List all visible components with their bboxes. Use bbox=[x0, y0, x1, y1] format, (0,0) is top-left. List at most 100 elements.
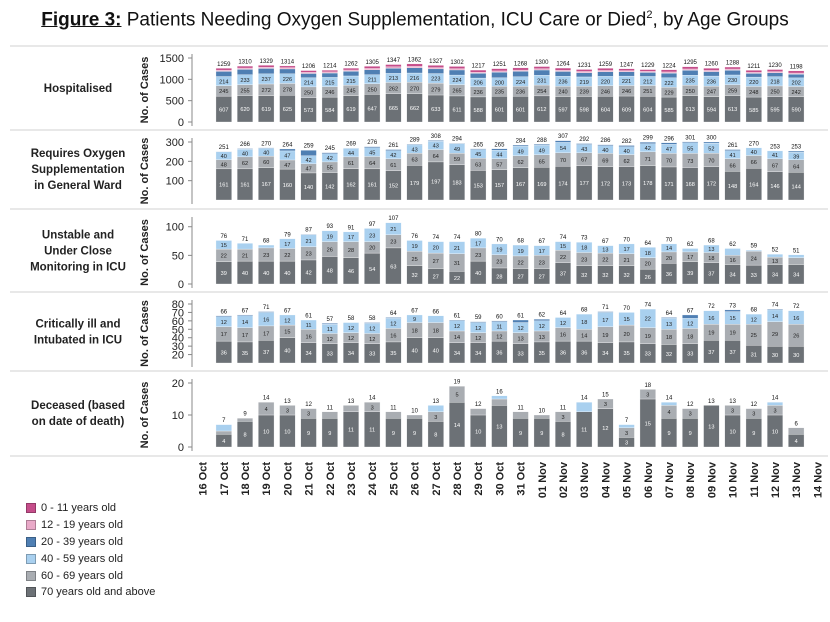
legend-swatch bbox=[26, 587, 36, 598]
bar-segment bbox=[661, 71, 677, 74]
segment-label: 167 bbox=[516, 182, 525, 188]
segment-label: 16 bbox=[305, 334, 311, 340]
row-label-line: Critically ill and bbox=[36, 319, 121, 331]
bar-segment bbox=[576, 143, 593, 145]
segment-label: 31 bbox=[454, 261, 460, 267]
segment-label: 19 bbox=[496, 248, 502, 254]
segment-label: 662 bbox=[410, 106, 419, 112]
bar-segment bbox=[406, 314, 423, 323]
y-axis-label: No. of Cases bbox=[139, 219, 151, 286]
total-label: 18 bbox=[644, 383, 651, 389]
bar-segment bbox=[215, 69, 232, 72]
segment-label: 246 bbox=[601, 89, 610, 95]
bar-segment bbox=[745, 72, 762, 74]
x-tick-label: 20 Oct bbox=[282, 462, 294, 496]
total-label: 265 bbox=[494, 142, 505, 148]
y-tick-label: 100 bbox=[166, 176, 184, 188]
bar-segment bbox=[703, 244, 720, 253]
segment-label: 5 bbox=[455, 393, 458, 399]
figure-title-suffix: , by Age Groups bbox=[652, 9, 789, 31]
segment-label: 9 bbox=[413, 431, 416, 437]
figure-label: Figure 3: bbox=[41, 9, 122, 31]
segment-label: 41 bbox=[729, 153, 735, 159]
segment-label: 10 bbox=[284, 429, 290, 435]
segment-label: 65 bbox=[539, 159, 545, 165]
segment-label: 248 bbox=[749, 90, 758, 96]
segment-label: 34 bbox=[772, 273, 778, 279]
segment-label: 26 bbox=[327, 247, 333, 253]
bar-segment bbox=[576, 71, 593, 73]
segment-label: 9 bbox=[540, 431, 543, 437]
x-tick-label: 27 Oct bbox=[431, 462, 443, 496]
segment-label: 222 bbox=[664, 81, 673, 87]
legend-item: 20 - 39 years old bbox=[26, 534, 155, 551]
x-tick-label: 22 Oct bbox=[325, 462, 337, 496]
segment-label: 36 bbox=[221, 350, 227, 356]
total-label: 19 bbox=[454, 380, 461, 386]
segment-label: 12 bbox=[454, 324, 460, 330]
segment-label: 34 bbox=[305, 351, 311, 357]
bar-segment bbox=[745, 313, 762, 325]
total-label: 264 bbox=[282, 142, 293, 148]
segment-label: 9 bbox=[519, 431, 522, 437]
segment-label: 23 bbox=[369, 233, 375, 239]
segment-label: 619 bbox=[262, 107, 271, 113]
bar-segment bbox=[321, 72, 338, 78]
segment-label: 597 bbox=[558, 108, 567, 114]
bar-segment bbox=[555, 317, 571, 328]
segment-label: 14 bbox=[772, 314, 778, 320]
total-label: 1362 bbox=[408, 57, 422, 63]
segment-label: 42 bbox=[645, 146, 651, 152]
row-label-line: Requires Oxygen bbox=[31, 148, 126, 160]
segment-label: 4 bbox=[667, 410, 670, 416]
bar-segment bbox=[300, 70, 317, 73]
segment-label: 22 bbox=[284, 253, 290, 259]
y-axis-label: No. of Cases bbox=[139, 382, 151, 449]
total-label: 251 bbox=[219, 145, 230, 151]
segment-label: 167 bbox=[262, 182, 271, 188]
total-label: 70 bbox=[623, 306, 630, 312]
segment-label: 169 bbox=[537, 182, 546, 188]
bar-segment bbox=[449, 143, 465, 144]
bar-segment bbox=[533, 245, 550, 256]
segment-label: 231 bbox=[537, 78, 546, 84]
row-label-line: Under Close bbox=[44, 246, 112, 258]
bar-segment bbox=[555, 67, 571, 71]
x-tick-label: 25 Oct bbox=[388, 462, 400, 496]
total-label: 62 bbox=[687, 242, 694, 248]
bar-segment bbox=[724, 70, 741, 76]
x-tick-label: 19 Oct bbox=[261, 462, 273, 496]
segment-label: 18 bbox=[581, 246, 587, 252]
total-label: 107 bbox=[388, 216, 399, 222]
bar-segment bbox=[279, 65, 296, 68]
segment-label: 4 bbox=[265, 407, 268, 413]
bar-segment bbox=[300, 408, 317, 419]
total-label: 59 bbox=[750, 244, 757, 250]
total-label: 14 bbox=[263, 396, 270, 402]
total-label: 14 bbox=[581, 396, 588, 402]
segment-label: 3 bbox=[371, 405, 374, 411]
bar-segment bbox=[427, 65, 444, 68]
bar-segment bbox=[533, 66, 550, 69]
bar-segment bbox=[767, 71, 783, 73]
legend-label: 0 - 11 years old bbox=[41, 502, 117, 515]
segment-label: 42 bbox=[390, 153, 396, 159]
bar-segment bbox=[343, 69, 359, 72]
segment-label: 245 bbox=[346, 89, 355, 95]
bar-segment bbox=[661, 243, 677, 253]
segment-label: 144 bbox=[792, 184, 801, 190]
segment-label: 19 bbox=[729, 331, 735, 337]
segment-label: 22 bbox=[602, 258, 608, 264]
bar-segment bbox=[618, 145, 635, 147]
bar-segment bbox=[788, 72, 805, 75]
segment-label: 15 bbox=[729, 316, 735, 322]
bar-segment bbox=[491, 398, 508, 406]
total-label: 13 bbox=[432, 399, 439, 405]
x-tick-label: 09 Nov bbox=[706, 461, 718, 498]
total-label: 91 bbox=[348, 225, 355, 231]
total-label: 299 bbox=[643, 136, 654, 142]
y-axis-label: No. of Cases bbox=[139, 300, 151, 367]
x-tick-label: 29 Oct bbox=[473, 462, 485, 496]
segment-label: 3 bbox=[646, 393, 649, 399]
bar-segment bbox=[639, 247, 656, 258]
